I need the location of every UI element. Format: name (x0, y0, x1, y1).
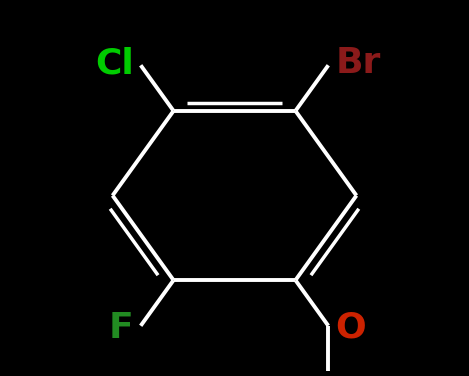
Text: Cl: Cl (95, 46, 134, 80)
Text: Br: Br (335, 46, 381, 80)
Text: F: F (109, 311, 134, 345)
Text: O: O (335, 311, 366, 345)
